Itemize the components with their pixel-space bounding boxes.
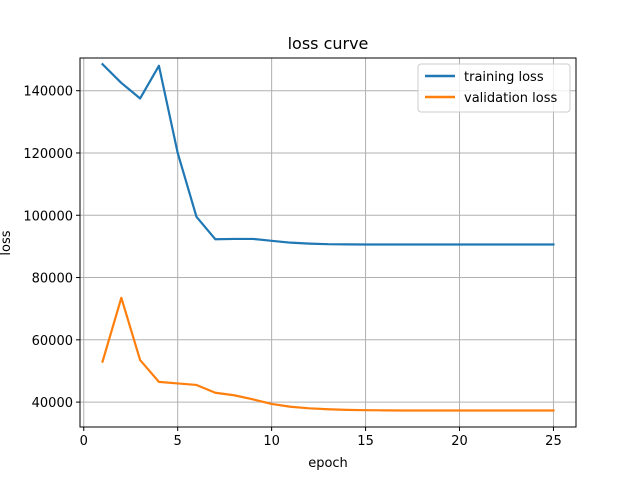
x-tick-label: 15	[357, 434, 374, 449]
x-tick-label: 5	[174, 434, 182, 449]
y-tick-label: 140000	[23, 85, 73, 100]
legend-label-training: training loss	[464, 70, 544, 85]
x-tick-label: 20	[451, 434, 468, 449]
y-tick-label: 40000	[32, 396, 73, 411]
legend-label-validation: validation loss	[464, 91, 557, 106]
y-axis-label: loss	[0, 230, 14, 255]
x-tick-label: 0	[80, 434, 88, 449]
x-axis-label: epoch	[308, 456, 348, 471]
chart-title: loss curve	[288, 34, 369, 53]
y-tick-label: 120000	[23, 147, 73, 162]
y-tick-label: 60000	[32, 334, 73, 349]
y-tick-label: 100000	[23, 209, 73, 224]
legend: training loss validation loss	[418, 64, 570, 112]
x-tick-label: 25	[545, 434, 562, 449]
y-tick-label: 80000	[32, 272, 73, 287]
x-tick-label: 10	[263, 434, 280, 449]
